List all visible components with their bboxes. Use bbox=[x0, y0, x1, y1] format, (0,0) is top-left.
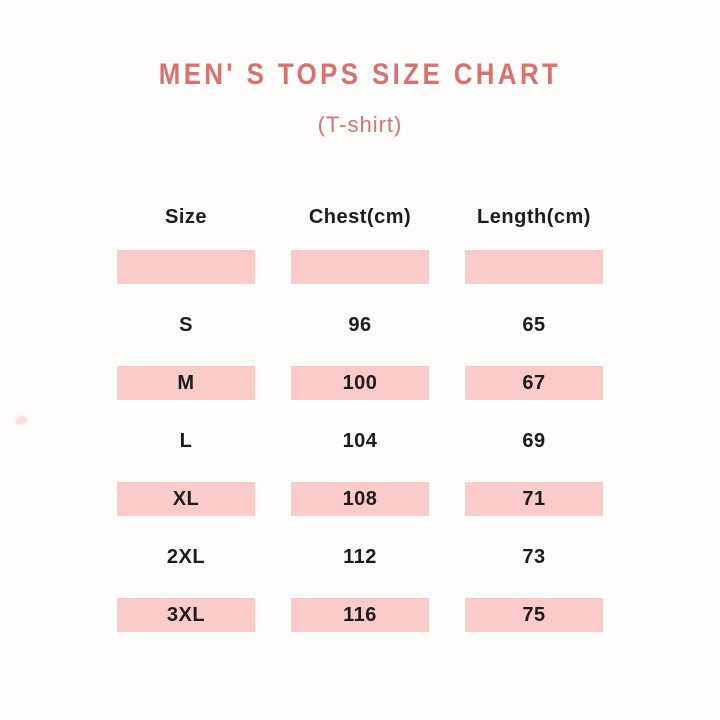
table-row: S 96 65 bbox=[117, 308, 603, 342]
size-cell: XL bbox=[117, 482, 255, 516]
length-cell: 73 bbox=[522, 545, 546, 568]
table-row: XL 108 71 bbox=[117, 482, 603, 516]
chest-cell: 104 bbox=[342, 429, 378, 452]
table-row bbox=[117, 250, 603, 284]
page-subtitle: (T-shirt) bbox=[317, 112, 403, 137]
table-row: M 100 67 bbox=[117, 366, 603, 400]
pink-smudge-decoration bbox=[14, 414, 29, 427]
column-header-size: Size bbox=[164, 205, 208, 228]
chest-cell: 112 bbox=[343, 545, 377, 568]
length-cell: 69 bbox=[522, 429, 546, 452]
size-cell: M bbox=[117, 366, 255, 400]
table-header-row: Size Chest(cm) Length(cm) bbox=[117, 203, 603, 231]
table-row: L 104 69 bbox=[117, 424, 603, 458]
length-cell: 65 bbox=[522, 313, 546, 336]
table-row: 3XL 116 75 bbox=[117, 598, 603, 632]
length-cell bbox=[465, 250, 603, 284]
size-chart-table: Size Chest(cm) Length(cm) S 96 65 M 100 … bbox=[117, 203, 603, 656]
length-cell: 67 bbox=[465, 366, 603, 400]
length-cell: 71 bbox=[465, 482, 603, 516]
size-cell: 3XL bbox=[117, 598, 255, 632]
chest-cell: 96 bbox=[348, 313, 372, 336]
size-cell bbox=[117, 250, 255, 284]
length-cell: 75 bbox=[465, 598, 603, 632]
chest-cell: 108 bbox=[291, 482, 429, 516]
chest-cell bbox=[291, 250, 429, 284]
size-cell: L bbox=[179, 429, 193, 452]
column-header-length: Length(cm) bbox=[477, 205, 591, 228]
chest-cell: 116 bbox=[291, 598, 429, 632]
size-cell: 2XL bbox=[166, 545, 206, 568]
table-row: 2XL 112 73 bbox=[117, 540, 603, 574]
size-cell: S bbox=[179, 313, 193, 336]
chest-cell: 100 bbox=[291, 366, 429, 400]
column-header-chest: Chest(cm) bbox=[308, 205, 412, 228]
page-title: MEN' S TOPS SIZE CHART bbox=[158, 58, 562, 91]
